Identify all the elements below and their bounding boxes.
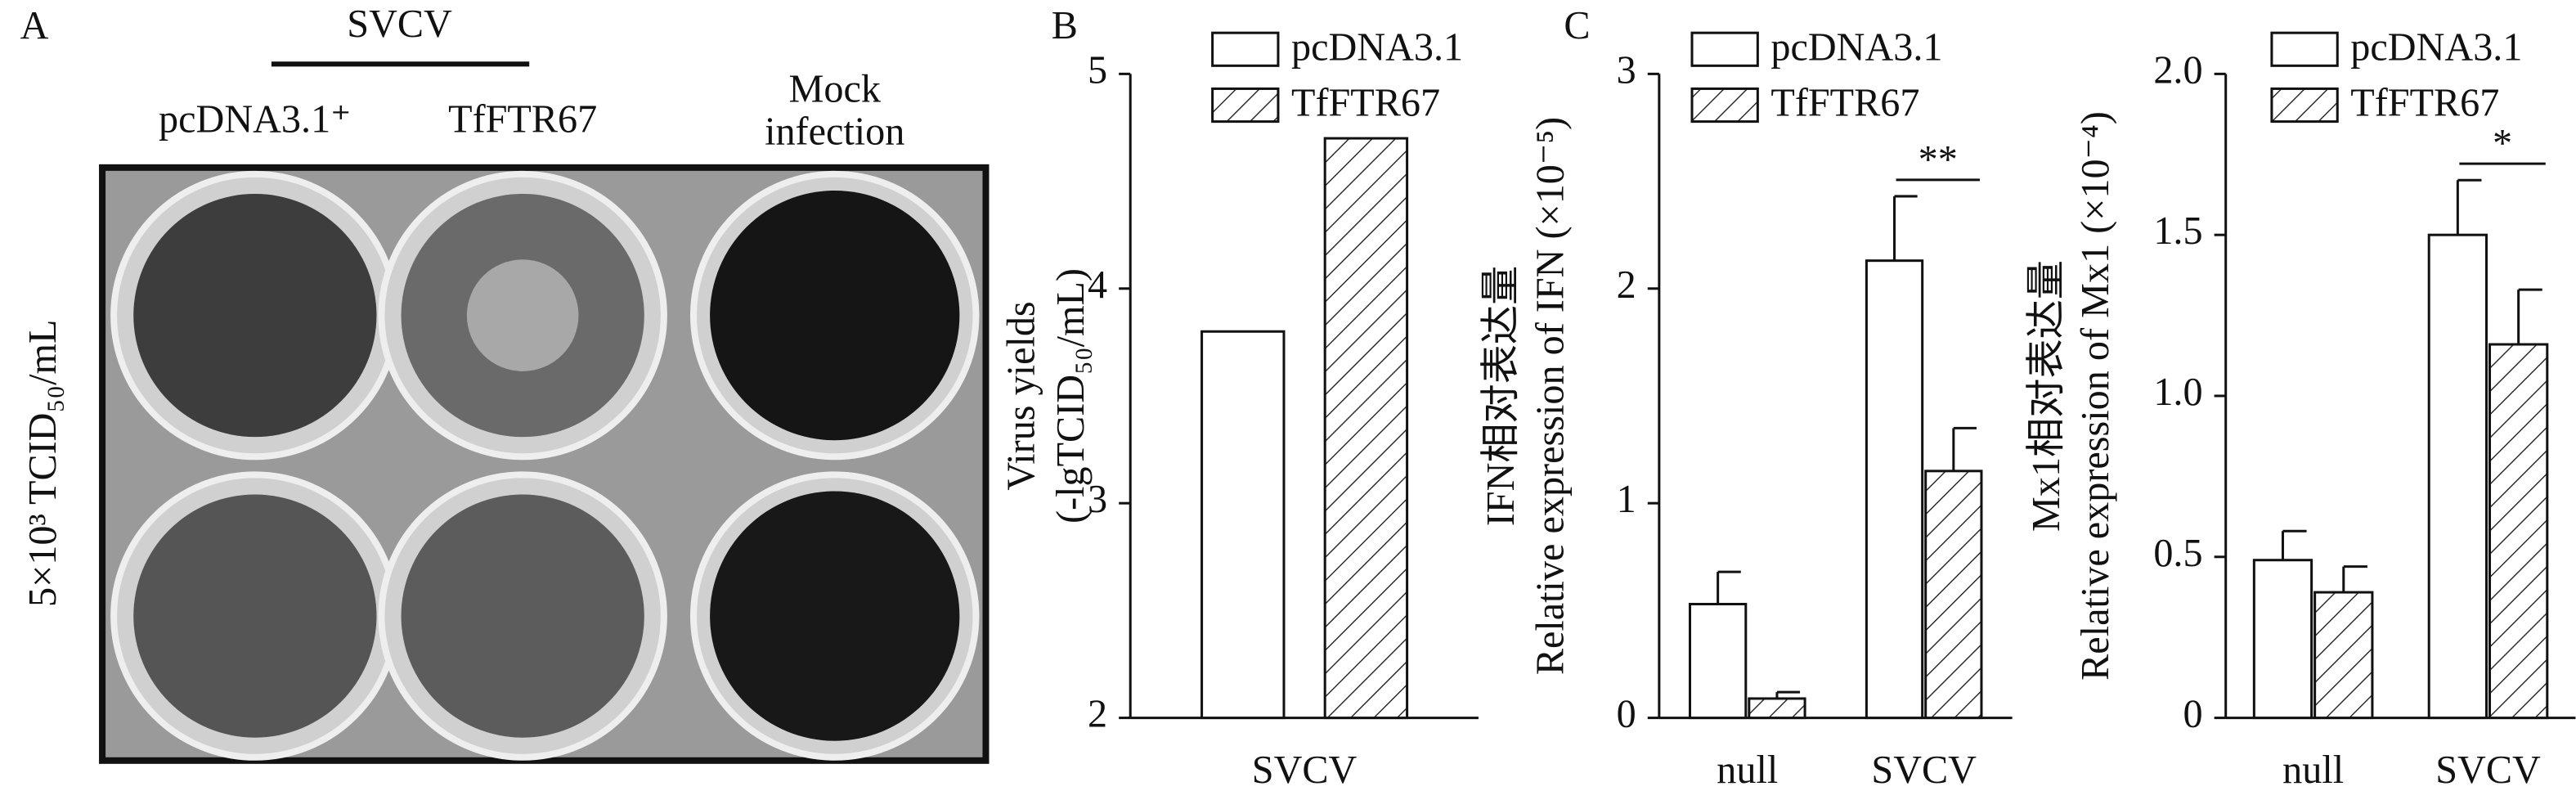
y-axis-label: IFN相对表达量 Relative expression of IFN (×10⁻… bbox=[1479, 117, 1572, 675]
column-label: TfFTR67 bbox=[448, 98, 597, 142]
bar bbox=[1748, 697, 1806, 720]
y-tick-label: 2 bbox=[1617, 263, 1636, 307]
group-label: SVCV bbox=[347, 2, 452, 46]
bar bbox=[2488, 343, 2549, 720]
significance-label: ** bbox=[1919, 138, 1958, 182]
x-tick-label: SVCV bbox=[1252, 748, 1358, 792]
panel-label: B bbox=[1052, 4, 1078, 47]
well-content bbox=[133, 494, 377, 738]
y-axis-label-line: Virus yields bbox=[1000, 301, 1043, 490]
legend-label: TfFTR67 bbox=[2350, 82, 2499, 125]
legend-swatch bbox=[1211, 87, 1280, 124]
error-bar bbox=[1952, 426, 1977, 471]
y-axis-label-line: (-lgTCID₅₀/mL) bbox=[1049, 268, 1093, 524]
x-tick-label: null bbox=[2282, 748, 2344, 792]
x-tick-label: SVCV bbox=[1871, 748, 1977, 792]
y-axis-label-line: Relative expression of IFN (×10⁻⁵) bbox=[1528, 117, 1572, 675]
y-tick-label: 4 bbox=[1088, 263, 1107, 307]
legend-swatch bbox=[2270, 31, 2339, 67]
bar bbox=[1689, 603, 1748, 720]
y-axis-label-line: Mx1相对表达量 bbox=[2025, 260, 2068, 532]
error-bar bbox=[1893, 195, 1918, 261]
legend-swatch bbox=[2270, 87, 2339, 124]
row-label: 5×10³ TCID₅₀/mL bbox=[21, 320, 65, 607]
panel-label: A bbox=[20, 4, 49, 47]
error-bar bbox=[1775, 690, 1801, 699]
column-label: pcDNA3.1⁺ bbox=[159, 98, 352, 142]
x-tick-label: null bbox=[1717, 748, 1778, 792]
error-bar bbox=[1717, 570, 1741, 604]
bar bbox=[1200, 330, 1286, 720]
well-plaque bbox=[466, 259, 579, 371]
error-bar bbox=[2281, 529, 2307, 560]
well-content bbox=[401, 494, 644, 738]
legend-label: TfFTR67 bbox=[1291, 82, 1440, 125]
y-tick-label: 1.0 bbox=[2153, 371, 2202, 414]
bar bbox=[1865, 259, 1924, 720]
bar bbox=[2427, 233, 2488, 720]
error-bar bbox=[2342, 565, 2367, 593]
y-axis-label-line: IFN相对表达量 bbox=[1479, 266, 1523, 527]
bar bbox=[2313, 591, 2374, 720]
legend-label: TfFTR67 bbox=[1770, 82, 1919, 125]
y-tick-label: 2.0 bbox=[2153, 48, 2202, 92]
x-tick-label: SVCV bbox=[2435, 748, 2541, 792]
bar bbox=[1924, 470, 1983, 720]
y-axis-label: Virus yields (-lgTCID₅₀/mL) bbox=[1000, 268, 1093, 524]
y-axis-label-line: Relative expression of Mx1 (×10⁻⁴) bbox=[2074, 111, 2117, 681]
wells bbox=[110, 170, 980, 761]
column-label-box: Mock infection bbox=[765, 69, 905, 155]
y-tick-label: 3 bbox=[1617, 48, 1636, 92]
error-bar bbox=[2456, 178, 2482, 236]
legend-label: pcDNA3.1 bbox=[2350, 25, 2522, 69]
legend-swatch bbox=[1690, 31, 1759, 67]
y-tick-label: 0 bbox=[1617, 693, 1636, 736]
well-content bbox=[710, 491, 960, 741]
legend-label: pcDNA3.1 bbox=[1291, 25, 1463, 69]
error-bar bbox=[2517, 288, 2542, 345]
bar bbox=[2252, 559, 2313, 720]
significance-label: * bbox=[2493, 122, 2512, 165]
y-tick-label: 0.5 bbox=[2153, 532, 2202, 575]
well-content bbox=[133, 193, 377, 438]
legend-swatch bbox=[1690, 87, 1759, 124]
column-label: Mock infection bbox=[765, 69, 905, 155]
legend-swatch bbox=[1211, 31, 1280, 67]
y-tick-label: 2 bbox=[1088, 693, 1107, 736]
well-content bbox=[710, 190, 960, 441]
y-axis-label: Mx1相对表达量 Relative expression of Mx1 (×10⁻… bbox=[2025, 111, 2117, 681]
y-tick-label: 3 bbox=[1088, 478, 1107, 521]
y-tick-label: 1 bbox=[1617, 478, 1636, 521]
y-tick-label: 5 bbox=[1088, 48, 1107, 92]
legend-label: pcDNA3.1 bbox=[1770, 25, 1942, 69]
y-tick-label: 0 bbox=[2183, 693, 2202, 736]
bar bbox=[1323, 137, 1409, 720]
panel-label: C bbox=[1564, 4, 1590, 47]
y-tick-label: 1.5 bbox=[2153, 209, 2202, 253]
